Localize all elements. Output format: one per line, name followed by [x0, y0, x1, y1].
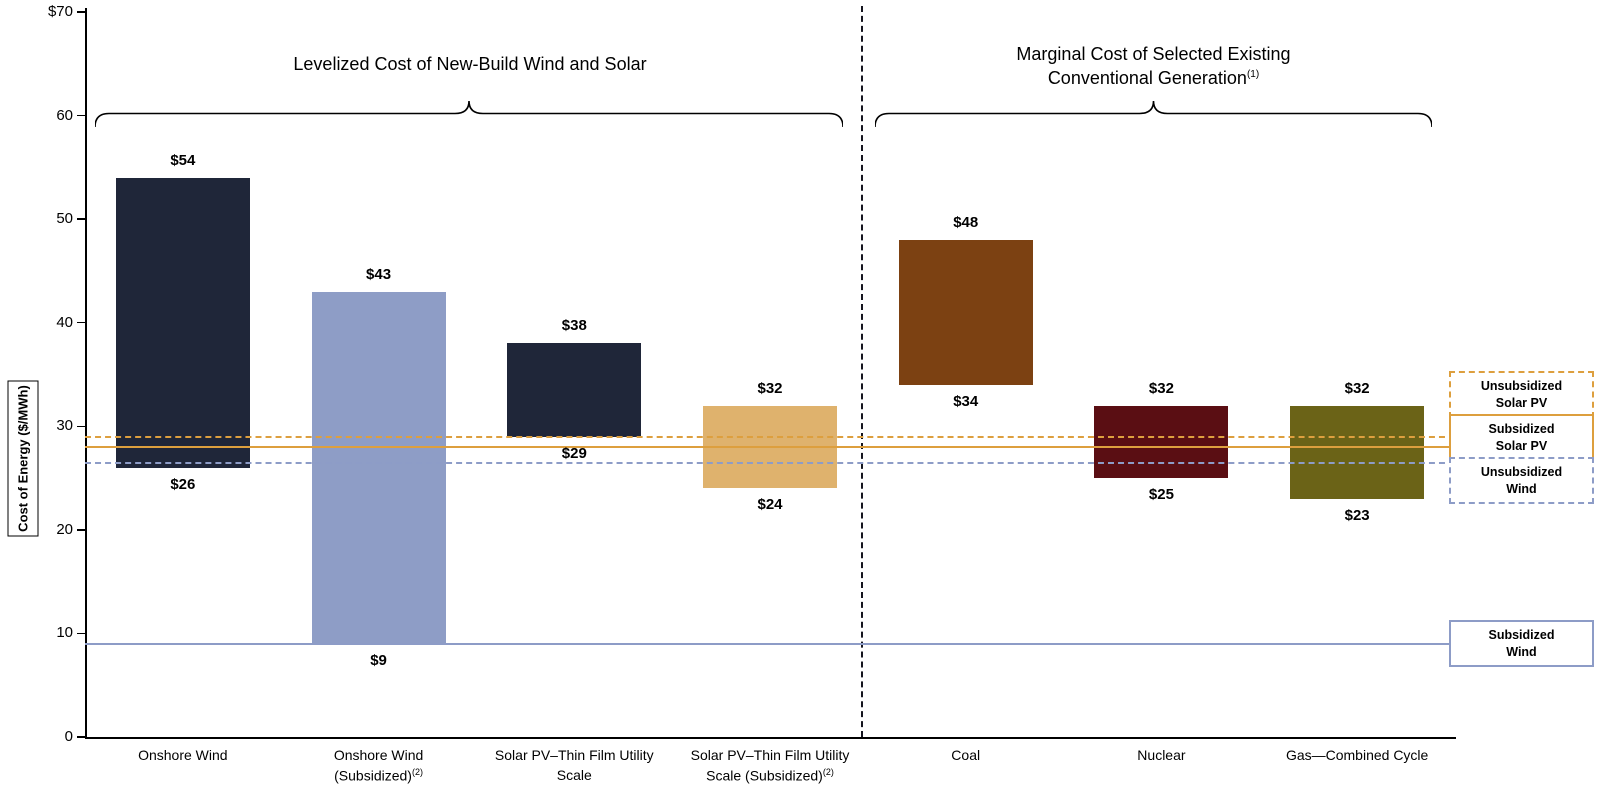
y-axis-line — [85, 8, 87, 738]
section-title-new-build: Levelized Cost of New-Build Wind and Sol… — [293, 54, 647, 74]
x-axis-label-gas-combined-cycle: Gas—Combined Cycle — [1252, 746, 1462, 766]
bar-nuclear — [1094, 405, 1229, 479]
bar-onshore-wind — [115, 177, 250, 468]
legend-label-line: Unsubsidized — [1480, 379, 1563, 394]
y-axis-tick-mark — [77, 425, 85, 428]
x-axis-label-coal: Coal — [861, 746, 1071, 766]
ref-line-unsubsidized-solar-pv — [85, 435, 1455, 438]
bar-high-value-label: $32 — [757, 379, 783, 397]
y-axis-tick-mark — [77, 218, 85, 220]
footnote-marker: (2) — [411, 766, 423, 777]
section-title-existing-line2: Conventional Generation(1) — [901, 66, 1406, 90]
bar-low-value-label: $23 — [1344, 506, 1370, 524]
section-title-existing-footnote-marker: (1) — [1246, 69, 1260, 81]
bar-low-value-label: $29 — [561, 444, 587, 462]
bar-high-value-label: $32 — [1344, 379, 1370, 397]
x-axis-label-line: Nuclear — [1137, 747, 1186, 763]
legend-label-line: Subsidized — [1488, 628, 1555, 643]
x-axis-label-line: Onshore Wind — [138, 747, 228, 763]
legend-subsidized-solar-pv: Subsidized Solar PV — [1449, 414, 1594, 461]
legend-label: Subsidized Wind — [1489, 627, 1555, 660]
legend-unsubsidized-solar-pv: Unsubsidized Solar PV — [1449, 371, 1594, 418]
bar-gas-combined-cycle — [1290, 405, 1425, 499]
x-axis-label-line: Coal — [951, 747, 981, 763]
bar-low-value-label: $26 — [170, 475, 196, 493]
bar-low-value-label: $9 — [370, 651, 387, 669]
legend-label: Subsidized Solar PV — [1489, 421, 1555, 454]
bar-high-value-label: $54 — [170, 151, 196, 169]
bar-coal — [898, 239, 1033, 385]
y-axis-tick-mark — [77, 321, 85, 324]
legend-label-line: Unsubsidized — [1480, 465, 1563, 480]
y-axis-tick-label: 40 — [56, 313, 73, 331]
y-axis-tick-mark — [77, 632, 85, 635]
y-axis-tick-mark — [77, 736, 85, 738]
right-section-brace — [875, 100, 1432, 128]
legend-label-line: Solar PV — [1495, 438, 1548, 453]
x-axis-label-line: Onshore Wind — [333, 747, 424, 763]
footnote-marker: (2) — [822, 766, 834, 777]
x-axis-label-line: Scale (Subsidized)(2) — [706, 766, 834, 784]
section-title-existing-text2: Conventional Generation — [1047, 68, 1247, 89]
bar-high-value-label: $43 — [366, 265, 392, 283]
bar-high-value-label: $32 — [1148, 379, 1174, 397]
ref-line-subsidized-wind — [85, 642, 1455, 645]
x-axis-label-onshore-wind: Onshore Wind — [78, 746, 288, 766]
legend-subsidized-wind: Subsidized Wind — [1449, 620, 1594, 667]
x-axis-label-nuclear: Nuclear — [1056, 746, 1266, 766]
bar-high-value-label: $38 — [561, 317, 587, 335]
x-axis-label-line: Gas—Combined Cycle — [1285, 747, 1429, 763]
left-section-brace — [95, 100, 843, 128]
x-axis-label-solar-pv-thin-film-utility-scale-subsidized: Solar PV–Thin Film Utility Scale (Subsidi… — [665, 746, 875, 786]
y-axis-tick-label: 30 — [56, 417, 73, 435]
y-axis-tick-label: 10 — [56, 624, 73, 642]
x-axis-label-line: Solar PV–Thin Film Utility — [494, 747, 654, 763]
y-axis-tick-label: 50 — [56, 210, 73, 228]
legend-label-line: Wind — [1506, 644, 1537, 659]
section-title-existing: Marginal Cost of Selected Existing Conve… — [901, 42, 1406, 91]
y-axis-tick-mark — [77, 114, 85, 117]
section-divider-line — [861, 6, 863, 737]
bar-low-value-label: $34 — [953, 392, 979, 410]
section-title-existing-line1: Marginal Cost of Selected Existing — [901, 42, 1406, 66]
bar-low-value-label: $25 — [1148, 486, 1174, 504]
y-axis-tick-mark — [77, 11, 85, 13]
legend-label: Unsubsidized Solar PV — [1481, 378, 1562, 411]
x-axis-label-onshore-wind-subsidized: Onshore Wind (Subsidized)(2) — [274, 746, 484, 786]
legend-label-line: Subsidized — [1488, 422, 1555, 437]
x-axis-line — [85, 737, 1456, 739]
y-axis-tick-label: 0 — [64, 728, 73, 745]
y-axis-tick-label: $70 — [47, 3, 73, 20]
ref-line-unsubsidized-wind — [85, 461, 1455, 464]
legend-label-line: Solar PV — [1495, 395, 1548, 410]
bar-high-value-label: $48 — [953, 213, 979, 231]
bar-solar-pv-thin-film-utility-scale — [507, 343, 642, 437]
x-axis-label-solar-pv-thin-film-utility-scale: Solar PV–Thin Film Utility Scale — [469, 746, 679, 785]
bar-low-value-label: $24 — [757, 496, 783, 514]
legend-unsubsidized-wind: Unsubsidized Wind — [1449, 457, 1594, 504]
legend-label-line: Wind — [1506, 481, 1537, 496]
x-axis-label-line: Scale — [556, 766, 592, 783]
x-axis-label-line: (Subsidized)(2) — [334, 766, 423, 784]
y-axis-tick-label: 20 — [56, 520, 73, 538]
y-axis-tick-mark — [77, 529, 85, 531]
ref-line-subsidized-solar-pv — [85, 446, 1455, 448]
bar-onshore-wind-subsidized — [311, 291, 446, 644]
y-axis-tick-label: 60 — [56, 106, 73, 124]
x-axis-label-line: Solar PV–Thin Film Utility — [690, 747, 850, 763]
legend-label: Unsubsidized Wind — [1481, 464, 1562, 497]
section-title-existing-text1: Marginal Cost of Selected Existing — [1016, 44, 1291, 64]
